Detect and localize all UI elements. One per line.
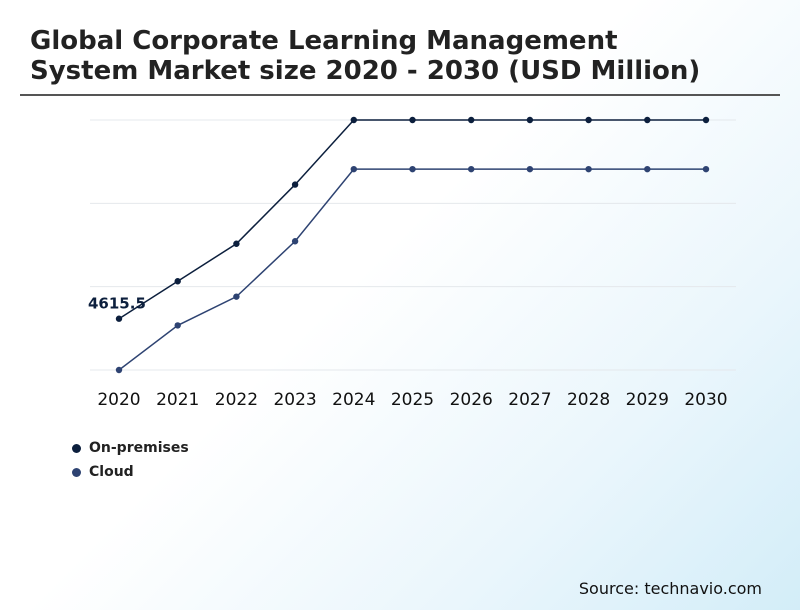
data-point-on-premises bbox=[468, 116, 475, 124]
data-point-on-premises bbox=[350, 116, 357, 124]
data-point-on-premises bbox=[644, 116, 651, 124]
x-tick-label: 2030 bbox=[684, 390, 727, 410]
legend-marker-cloud bbox=[72, 467, 81, 477]
source-credit: Source: technavio.com bbox=[578, 579, 762, 598]
data-point-cloud bbox=[585, 165, 592, 173]
data-point-on-premises bbox=[174, 278, 181, 285]
title-divider bbox=[20, 94, 780, 96]
legend-label-cloud: Cloud bbox=[89, 464, 134, 480]
x-tick-label: 2020 bbox=[97, 390, 140, 410]
data-point-cloud bbox=[174, 322, 181, 329]
x-tick-label: 2023 bbox=[273, 390, 316, 410]
legend: On-premises Cloud bbox=[72, 436, 189, 484]
legend-item-on-premises: On-premises bbox=[72, 436, 189, 460]
data-point-cloud bbox=[526, 165, 534, 173]
data-point-cloud bbox=[409, 165, 416, 173]
x-tick-label: 2029 bbox=[626, 390, 669, 410]
x-tick-label: 2028 bbox=[567, 390, 610, 410]
x-tick-label: 2022 bbox=[215, 390, 258, 410]
data-point-cloud bbox=[291, 238, 299, 245]
data-point-on-premises bbox=[585, 116, 592, 124]
data-point-cloud bbox=[350, 165, 357, 173]
gridlines bbox=[90, 119, 736, 371]
series-line-cloud bbox=[118, 168, 706, 371]
x-tick-label: 2021 bbox=[156, 390, 199, 410]
data-point-cloud bbox=[468, 165, 475, 173]
data-point-on-premises bbox=[702, 116, 710, 124]
data-point-on-premises bbox=[115, 315, 123, 322]
data-point-cloud bbox=[233, 293, 240, 300]
data-label: 4615.5 bbox=[88, 295, 146, 313]
annotations: 4615.5 bbox=[88, 295, 146, 313]
data-point-cloud bbox=[702, 165, 710, 173]
x-tick-label: 2025 bbox=[391, 390, 434, 410]
x-tick-label: 2026 bbox=[450, 390, 493, 410]
data-point-cloud bbox=[115, 366, 123, 374]
data-point-on-premises bbox=[526, 116, 534, 124]
data-point-cloud bbox=[644, 165, 651, 173]
series-lines bbox=[118, 119, 706, 371]
chart-title: Global Corporate Learning Management Sys… bbox=[30, 26, 701, 86]
legend-label-on-premises: On-premises bbox=[89, 440, 189, 456]
x-tick-label: 2024 bbox=[332, 390, 375, 410]
data-point-on-premises bbox=[233, 240, 240, 247]
data-point-on-premises bbox=[409, 116, 416, 124]
data-point-on-premises bbox=[291, 181, 299, 188]
series-line-on-premises bbox=[118, 119, 706, 320]
x-tick-label: 2027 bbox=[508, 390, 551, 410]
series-points bbox=[115, 116, 710, 374]
legend-item-cloud: Cloud bbox=[72, 460, 189, 484]
legend-marker-on-premises bbox=[72, 443, 81, 453]
x-axis-ticks: 2020 2021 2022 2023 2024 2025 2026 2027 2028 2029… bbox=[97, 390, 727, 410]
